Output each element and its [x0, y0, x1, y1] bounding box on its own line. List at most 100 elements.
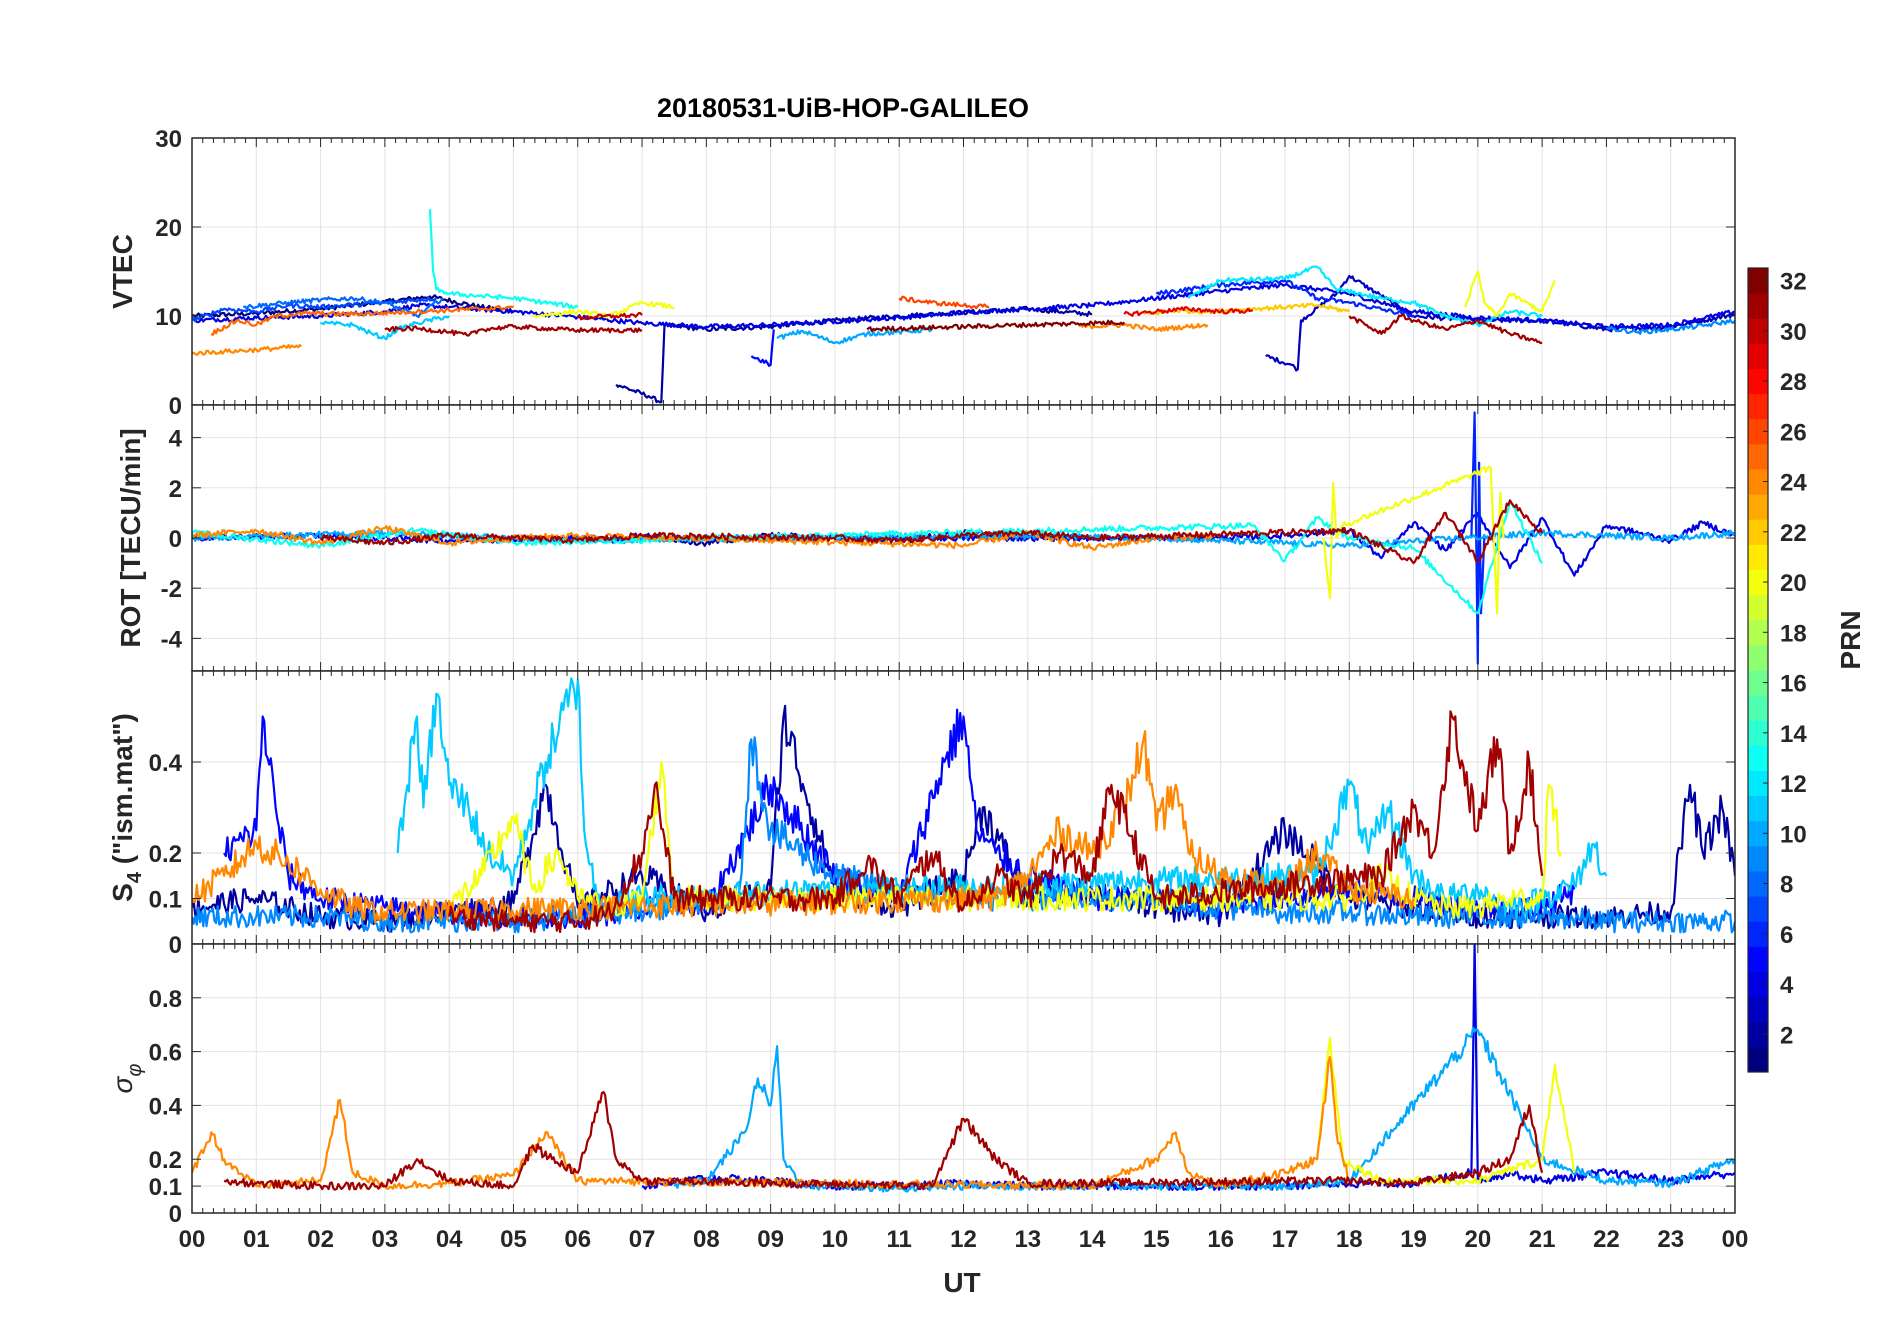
colorbar-tick-label: 28 [1780, 369, 1807, 396]
tick-marks [191, 944, 1736, 1214]
y-axis-label-sub: 4 [124, 871, 146, 883]
panel-vtec: 0 10 20 30 VTEC [107, 126, 1736, 420]
colorbar-cell [1748, 494, 1768, 520]
tick-marks [191, 137, 1736, 406]
colorbar-frame [1747, 267, 1769, 1073]
series-line-prn-31 [319, 499, 1544, 565]
colorbar-cell [1748, 519, 1768, 545]
series-group [192, 209, 1735, 404]
colorbar-cell [1748, 795, 1768, 822]
colorbar-tick-label: 24 [1780, 470, 1807, 497]
colorbar-tick-label: 4 [1780, 972, 1794, 999]
x-tick-label: 21 [1529, 1226, 1556, 1253]
colorbar-cell [1748, 720, 1768, 746]
series-line-prn-31 [223, 1090, 1544, 1191]
panel-rot: -4 -2 0 2 4 ROT [TECU/min] [115, 404, 1736, 672]
tick-marks [191, 671, 1736, 945]
x-tick-label: 01 [243, 1226, 270, 1253]
series-line-prn-24 [192, 344, 302, 357]
colorbar-cell [1748, 1046, 1768, 1073]
series-line-prn-11 [320, 315, 450, 341]
series-line-prn-32 [866, 319, 1126, 333]
colorbar-cell [1748, 268, 1768, 294]
x-tick-label: 08 [693, 1226, 720, 1253]
y-axis-label-sigma_phi: σφ [107, 1064, 146, 1094]
colorbar-tick-label: 32 [1780, 269, 1807, 296]
series-line-prn-25 [210, 304, 514, 336]
y-axis-label-main: S [107, 883, 138, 902]
x-tick-label: 09 [757, 1226, 784, 1253]
colorbar-cell [1748, 770, 1768, 797]
x-tick-label: 15 [1143, 1226, 1170, 1253]
x-tick-label: 05 [500, 1226, 527, 1253]
colorbar-cell [1748, 670, 1768, 696]
colorbar-cell [1748, 318, 1768, 344]
colorbar-cell [1748, 368, 1768, 395]
series-line-prn-30 [576, 312, 643, 321]
y-tick-label: 20 [155, 215, 182, 242]
x-tick-label: 10 [822, 1226, 849, 1253]
colorbar-cell [1748, 745, 1768, 771]
series-line-prn-20 [1316, 1037, 1576, 1186]
x-tick-label: 02 [307, 1226, 334, 1253]
series-group [192, 677, 1735, 934]
x-tick-label: 18 [1336, 1226, 1363, 1253]
y-tick-label: 30 [155, 126, 182, 153]
colorbar-tick-label: 30 [1780, 319, 1807, 346]
y-axis-label-sub: φ [124, 1064, 146, 1077]
x-tick-label: 11 [887, 1226, 912, 1253]
x-tick-label: 00 [1722, 1226, 1749, 1253]
colorbar-cell [1748, 293, 1768, 319]
series-line-prn-5 [750, 329, 775, 367]
y-tick-label: 0.4 [149, 750, 183, 777]
colorbar-cell [1748, 418, 1768, 445]
colorbar-tick-label: 18 [1780, 620, 1807, 647]
colorbar-cell [1748, 871, 1768, 897]
series-line-prn-24 [192, 525, 1221, 551]
y-tick-label: 0.6 [149, 1040, 182, 1067]
x-tick-label: 14 [1079, 1226, 1106, 1253]
x-tick-label: 19 [1400, 1226, 1427, 1253]
colorbar-tick-label: 8 [1780, 872, 1793, 899]
series-line-prn-20 [532, 300, 675, 319]
x-tick-label: 13 [1014, 1226, 1041, 1253]
x-tick-label: 04 [436, 1226, 463, 1253]
y-tick-label: 0 [169, 393, 182, 420]
series-line-prn-9 [1606, 318, 1735, 335]
colorbar-cell [1748, 695, 1768, 721]
y-tick-label: 0.8 [149, 986, 182, 1013]
series-line-prn-6 [1155, 279, 1414, 319]
tick-marks [191, 405, 1736, 671]
colorbar-tick-label: 6 [1780, 922, 1793, 949]
x-tick-label: 17 [1272, 1226, 1299, 1253]
y-axis-label-rest: ("ism.mat") [107, 713, 138, 872]
y-tick-label: 0 [169, 1201, 182, 1228]
y-axis-label-rot: ROT [TECU/min] [115, 428, 146, 647]
series-line-prn-4 [192, 282, 1735, 330]
colorbar-cell [1748, 996, 1768, 1023]
y-tick-label: 0.2 [149, 1147, 182, 1174]
y-tick-label: 0.1 [149, 887, 182, 914]
y-tick-label: 0.1 [149, 1174, 182, 1201]
colorbar-cell [1748, 921, 1768, 947]
panel-s4: 00.10.20.4S4 ("ism.mat") [107, 670, 1736, 959]
series-line-prn-29 [1123, 306, 1254, 317]
panel-sigma_phi: 00.10.2 0.4 0.6 0.8 σφ [107, 943, 1736, 1228]
colorbar-cell [1748, 644, 1768, 671]
series-line-prn-7 [192, 296, 437, 323]
y-tick-label: 0.4 [149, 1093, 183, 1120]
y-tick-label: -4 [161, 626, 183, 653]
colorbar-tick-label: 12 [1780, 771, 1807, 798]
colorbar-cell [1748, 594, 1768, 621]
colorbar-cell [1748, 569, 1768, 596]
colorbar-cell [1748, 544, 1768, 570]
chart-title: 20180531-UiB-HOP-GALILEO [657, 93, 1029, 123]
colorbar-cell [1748, 1021, 1768, 1048]
y-tick-label: -2 [161, 576, 182, 603]
colorbar-label: PRN [1835, 610, 1866, 669]
colorbar-tick-label: 22 [1780, 520, 1807, 547]
colorbar-cell [1748, 971, 1768, 998]
